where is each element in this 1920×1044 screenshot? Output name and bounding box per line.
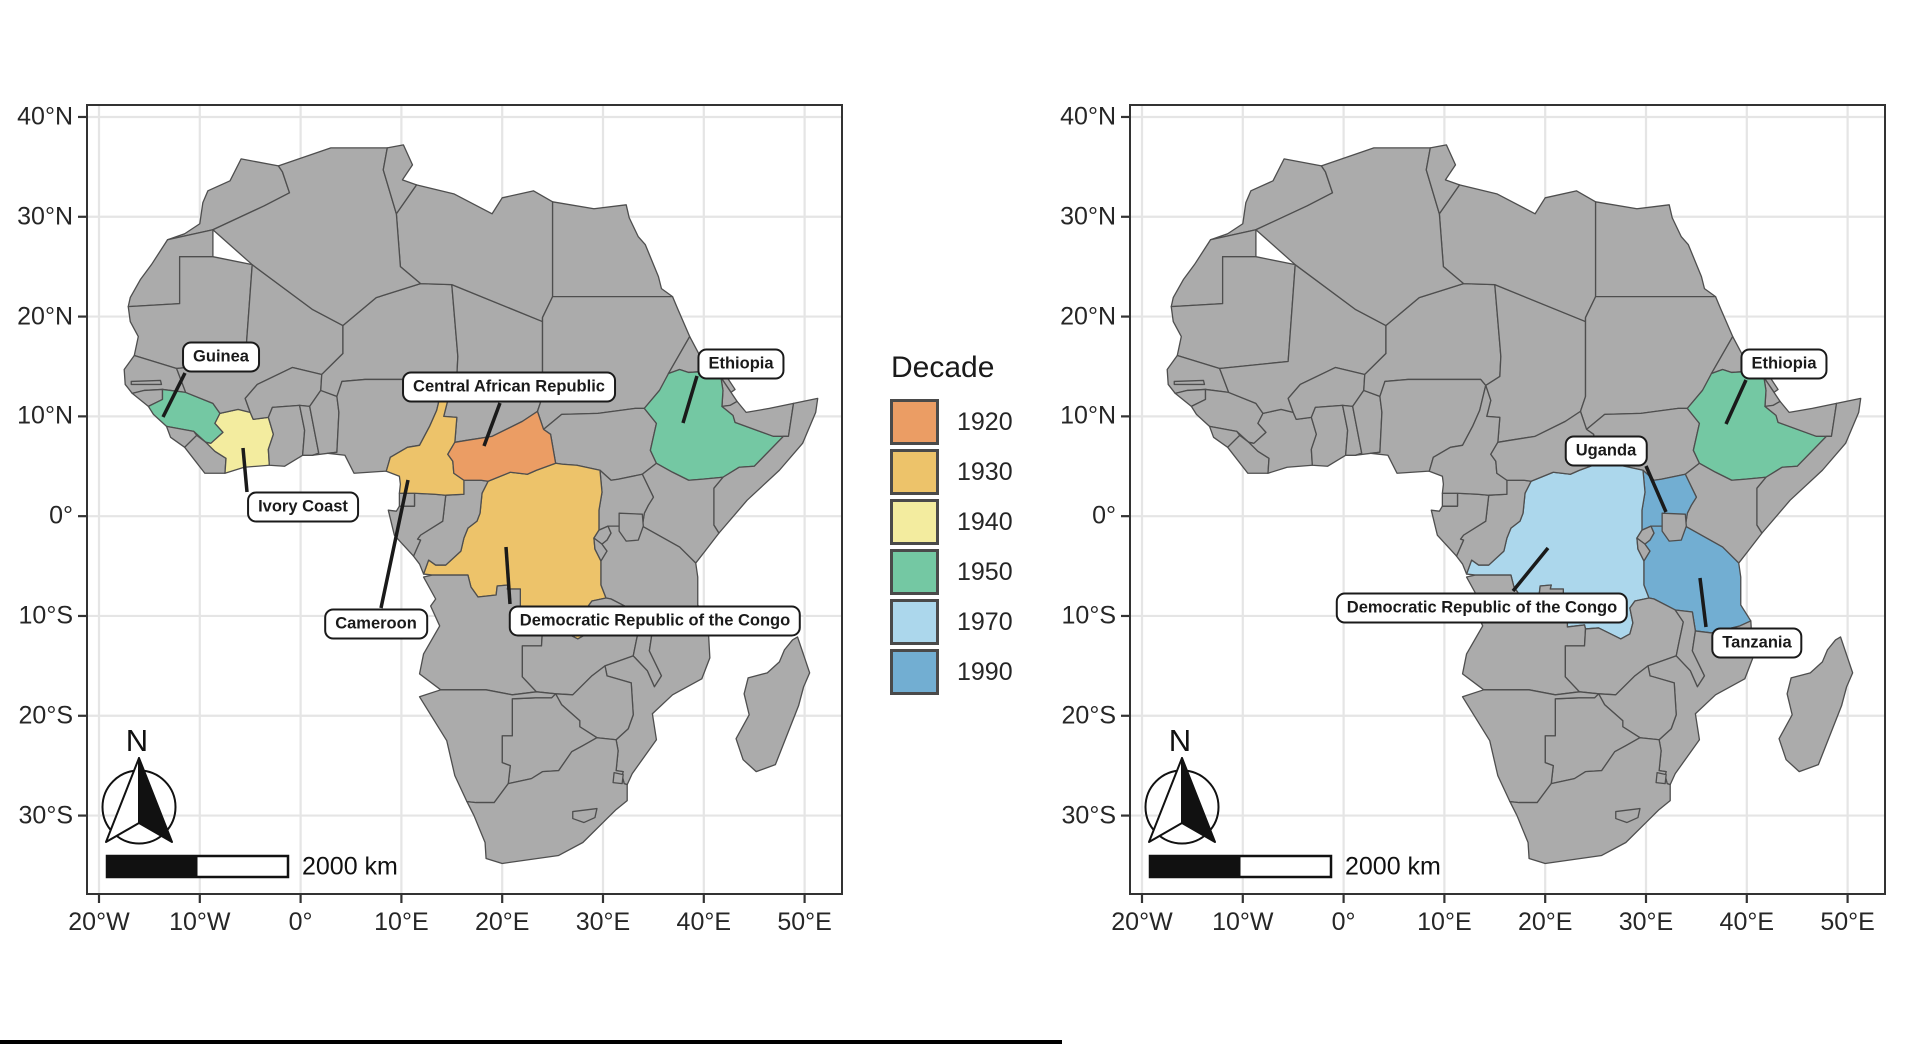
north-arrow-label: N — [1168, 723, 1192, 758]
y-tick-label: 40°N — [1060, 102, 1116, 131]
x-tick-label: 10°W — [169, 908, 231, 936]
y-tick-label: 30°S — [1061, 801, 1116, 830]
y-tick-label: 10°N — [17, 401, 73, 430]
x-tick-label: 10°E — [1417, 908, 1472, 936]
legend-label: 1990 — [957, 657, 1013, 686]
x-tick-label: 0° — [1331, 908, 1356, 936]
y-tick-label: 30°N — [1060, 202, 1116, 231]
legend-swatch — [890, 499, 939, 545]
legend-label: 1920 — [957, 407, 1013, 436]
legend-swatch — [890, 599, 939, 645]
legend-swatch — [890, 399, 939, 445]
x-tick-label: 50°E — [1820, 908, 1875, 936]
x-tick-label: 10°E — [374, 908, 429, 936]
north-arrow-label: N — [125, 723, 149, 758]
legend-rows: 1920 1930 1940 1950 1970 1990 — [890, 399, 1013, 695]
legend-entry: 1990 — [890, 649, 1013, 695]
x-tick-label: 0° — [288, 908, 313, 936]
legend-label: 1940 — [957, 507, 1013, 536]
legend-entry: 1970 — [890, 599, 1013, 645]
x-tick-label: 50°E — [777, 908, 832, 936]
legend-entry: 1930 — [890, 449, 1013, 495]
legend: Decade 1920 1930 1940 1950 1970 1990 — [890, 351, 1013, 699]
y-tick-label: 10°N — [1060, 401, 1116, 430]
y-tick-label: 20°S — [1061, 701, 1116, 730]
y-tick-label: 20°N — [17, 302, 73, 331]
y-tick-label: 0° — [49, 501, 73, 530]
x-tick-label: 30°E — [575, 908, 631, 936]
legend-swatch — [890, 449, 939, 495]
x-tick-label: 40°E — [676, 908, 732, 936]
y-tick-label: 10°S — [18, 601, 73, 630]
y-tick-label: 30°N — [17, 202, 73, 231]
legend-entry: 1920 — [890, 399, 1013, 445]
y-tick-label: 0° — [1092, 501, 1116, 530]
legend-label: 1970 — [957, 607, 1013, 636]
y-tick-label: 40°N — [17, 102, 73, 131]
legend-label: 1930 — [957, 457, 1013, 486]
y-tick-label: 30°S — [18, 801, 73, 830]
x-tick-label: 20°W — [68, 908, 130, 936]
scale-bar-label: 2000 km — [1345, 852, 1441, 880]
legend-swatch — [890, 549, 939, 595]
x-tick-label: 20°W — [1111, 908, 1173, 936]
legend-label: 1950 — [957, 557, 1013, 586]
y-tick-label: 10°S — [1061, 601, 1116, 630]
x-tick-label: 20°E — [1517, 908, 1573, 936]
y-tick-label: 20°N — [1060, 302, 1116, 331]
scale-bar-label: 2000 km — [302, 852, 398, 880]
legend-swatch — [890, 649, 939, 695]
legend-entry: 1950 — [890, 549, 1013, 595]
x-tick-label: 30°E — [1618, 908, 1674, 936]
legend-entry: 1940 — [890, 499, 1013, 545]
bottom-divider — [0, 1040, 1062, 1044]
y-tick-label: 20°S — [18, 701, 73, 730]
legend-title: Decade — [891, 351, 995, 384]
x-tick-label: 20°E — [474, 908, 530, 936]
x-tick-label: 10°W — [1212, 908, 1274, 936]
x-tick-label: 40°E — [1719, 908, 1775, 936]
